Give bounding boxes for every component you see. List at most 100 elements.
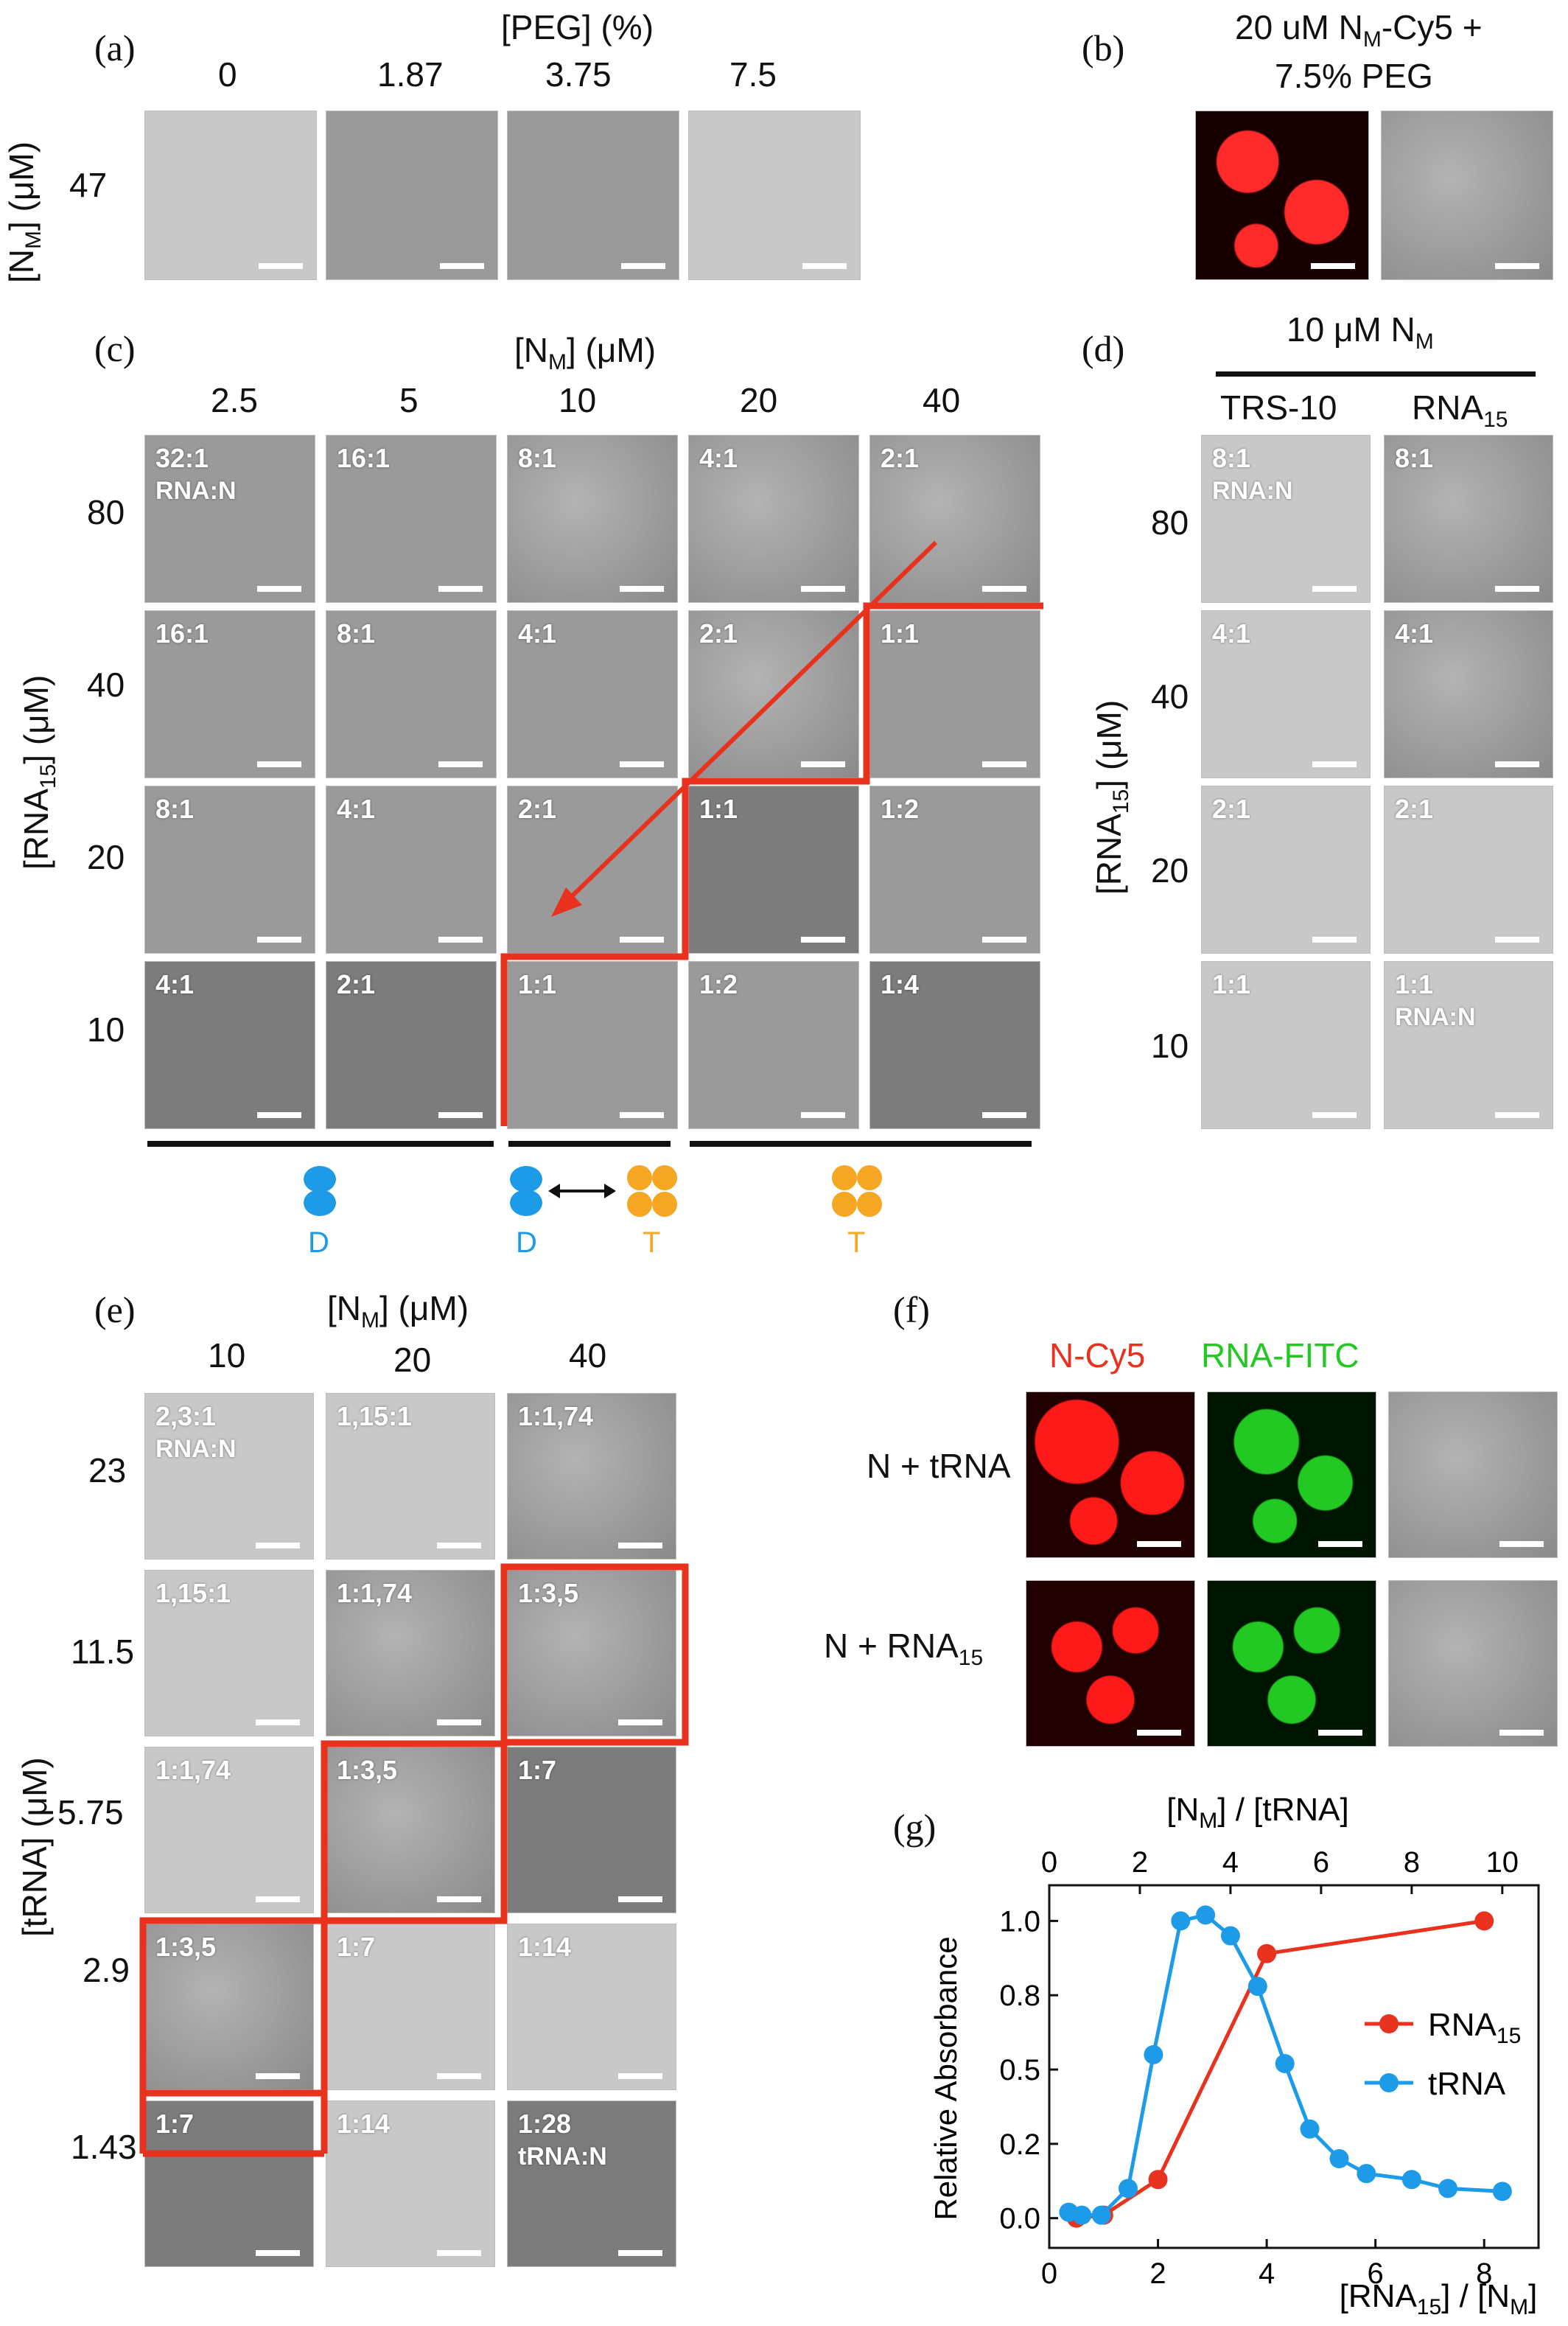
scale-bar: [438, 937, 483, 943]
x2-tick-label: 8: [1404, 1846, 1420, 1879]
panel-f-brightfield-rna15-image: [1388, 1580, 1558, 1747]
ratio-label: 1:1,74: [518, 1401, 594, 1431]
panel-d-row-3: 10: [1151, 1027, 1189, 1065]
ratio-sub-label: RNA:N: [1395, 1003, 1476, 1031]
panel-a-image-1: [326, 111, 498, 280]
panel-c-image-r2-c1: 4:1: [326, 786, 497, 954]
ratio-label: 8:1: [1212, 443, 1251, 473]
ratio-label: 16:1: [155, 618, 209, 649]
scale-bar: [982, 586, 1026, 592]
scale-bar: [1312, 761, 1357, 767]
panel-e-letter: (e): [94, 1289, 136, 1330]
y-tick-label: 1.0: [999, 1905, 1040, 1938]
ratio-label: 16:1: [337, 443, 391, 473]
scale-bar: [618, 2073, 662, 2079]
panel-b-line2: 7.5% PEG: [1275, 57, 1433, 95]
ratio-label: 4:1: [1212, 618, 1251, 649]
panel-e-row-2: 5.75: [57, 1793, 124, 1831]
panel-d-letter: (d): [1082, 328, 1125, 369]
scale-bar: [437, 1896, 481, 1902]
panel-e-title: [NM] (μM): [327, 1289, 469, 1333]
ratio-label: 1:1: [881, 618, 920, 649]
ratio-label: 4:1: [155, 969, 195, 999]
ratio-label: 1:1: [699, 794, 738, 824]
panel-f-fitc-rna15-image: [1207, 1580, 1376, 1747]
panel-e-row-3: 2.9: [83, 1951, 130, 1989]
panel-e-image-r3-c1: 1:7: [326, 1924, 495, 2090]
legend-label-d: D: [308, 1226, 329, 1259]
panel-c-letter: (c): [94, 328, 136, 369]
data-point-trna: [1091, 2205, 1111, 2225]
scale-bar: [982, 937, 1026, 943]
panel-c-image-r1-c2: 4:1: [507, 610, 678, 778]
scale-bar: [257, 586, 301, 592]
data-point-trna: [1492, 2182, 1512, 2201]
scale-bar: [256, 1896, 300, 1902]
ratio-label: 4:1: [337, 794, 376, 824]
ratio-sub-label: tRNA:N: [518, 2142, 607, 2170]
panel-c-image-r0-c1: 16:1: [326, 435, 497, 603]
panel-d-row-2: 20: [1151, 851, 1189, 890]
panel-e-image-r4-c0: 1:7: [144, 2100, 314, 2267]
ratio-label: 4:1: [699, 443, 738, 473]
data-point-trna: [1144, 2044, 1163, 2064]
ratio-label: 2:1: [1395, 794, 1434, 824]
panel-c-image-r0-c3: 4:1: [688, 435, 859, 603]
scale-bar: [437, 1719, 481, 1725]
panel-f-brightfield-trna-image: [1388, 1391, 1558, 1558]
scale-bar: [257, 761, 301, 767]
panel-c-row-3: 10: [87, 1010, 125, 1049]
panel-e-col-0: 10: [208, 1336, 246, 1375]
ratio-label: 1:7: [337, 1932, 376, 1962]
panel-d-trs10-image-r1: 4:1: [1201, 610, 1371, 778]
panel-c-image-r3-c3: 1:2: [688, 961, 859, 1129]
panel-c-col-1: 5: [399, 381, 419, 419]
scale-bar: [801, 1112, 845, 1118]
ratio-label: 1:3,5: [337, 1755, 398, 1785]
scale-bar: [618, 1543, 662, 1548]
panel-a-image-2: [507, 111, 679, 280]
ratio-label: 1:2: [699, 969, 738, 999]
ratio-label: 4:1: [518, 618, 557, 649]
data-point-trna: [1072, 2205, 1092, 2225]
x2-tick-label: 6: [1313, 1846, 1329, 1879]
panel-c-col-3: 20: [740, 381, 778, 419]
scale-bar: [437, 1543, 481, 1548]
ratio-label: 2:1: [518, 794, 557, 824]
scale-bar: [620, 586, 664, 592]
panel-a-row-0: 47: [69, 166, 108, 204]
panel-e-image-r0-c1: 1,15:1: [326, 1393, 495, 1560]
panel-c-image-r2-c3: 1:1: [688, 786, 859, 954]
x2-tick-label: 4: [1222, 1846, 1239, 1879]
panel-a-image-3: [688, 111, 861, 280]
x2-tick-label: 0: [1041, 1846, 1057, 1879]
series-line-trna: [1068, 1913, 1502, 2218]
panel-a-col-1: 1.87: [377, 55, 444, 94]
panel-e-image-r3-c0: 1:3,5: [144, 1924, 314, 2090]
data-point-trna: [1196, 1905, 1216, 1925]
data-point-trna: [1247, 1977, 1267, 1997]
panel-e-image-r0-c2: 1:1,74: [507, 1393, 676, 1560]
legend-label-d-2: D: [516, 1226, 537, 1259]
x2-tick-label: 10: [1486, 1846, 1519, 1879]
scale-bar: [1495, 586, 1539, 592]
panel-e-col-1: 20: [393, 1341, 432, 1379]
legend-label-t-2: T: [847, 1226, 866, 1259]
scale-bar: [1495, 1112, 1539, 1118]
panel-c-row-0: 80: [87, 493, 125, 531]
ratio-label: 1:7: [155, 2109, 195, 2139]
scale-bar: [437, 2073, 481, 2079]
panel-g-letter: (g): [893, 1806, 937, 1848]
scale-bar: [1495, 937, 1539, 943]
data-point-trna: [1357, 2164, 1376, 2184]
panel-d-rna15-image-r3: 1:1 RNA:N: [1384, 961, 1553, 1129]
panel-e-image-r2-c2: 1:7: [507, 1747, 676, 1913]
panel-f-row-2: N + RNA15: [824, 1627, 984, 1671]
ratio-label: 1,15:1: [337, 1401, 413, 1431]
panel-d-trs10-image-r2: 2:1: [1201, 786, 1371, 954]
x-tick-label: 0: [1041, 2257, 1057, 2290]
phase-boundary-line: [500, 602, 1043, 1126]
panel-d-trs10-image-r0: 8:1 RNA:N: [1201, 435, 1371, 603]
tetramer-icon: [627, 1165, 677, 1217]
scale-bar: [620, 761, 664, 767]
